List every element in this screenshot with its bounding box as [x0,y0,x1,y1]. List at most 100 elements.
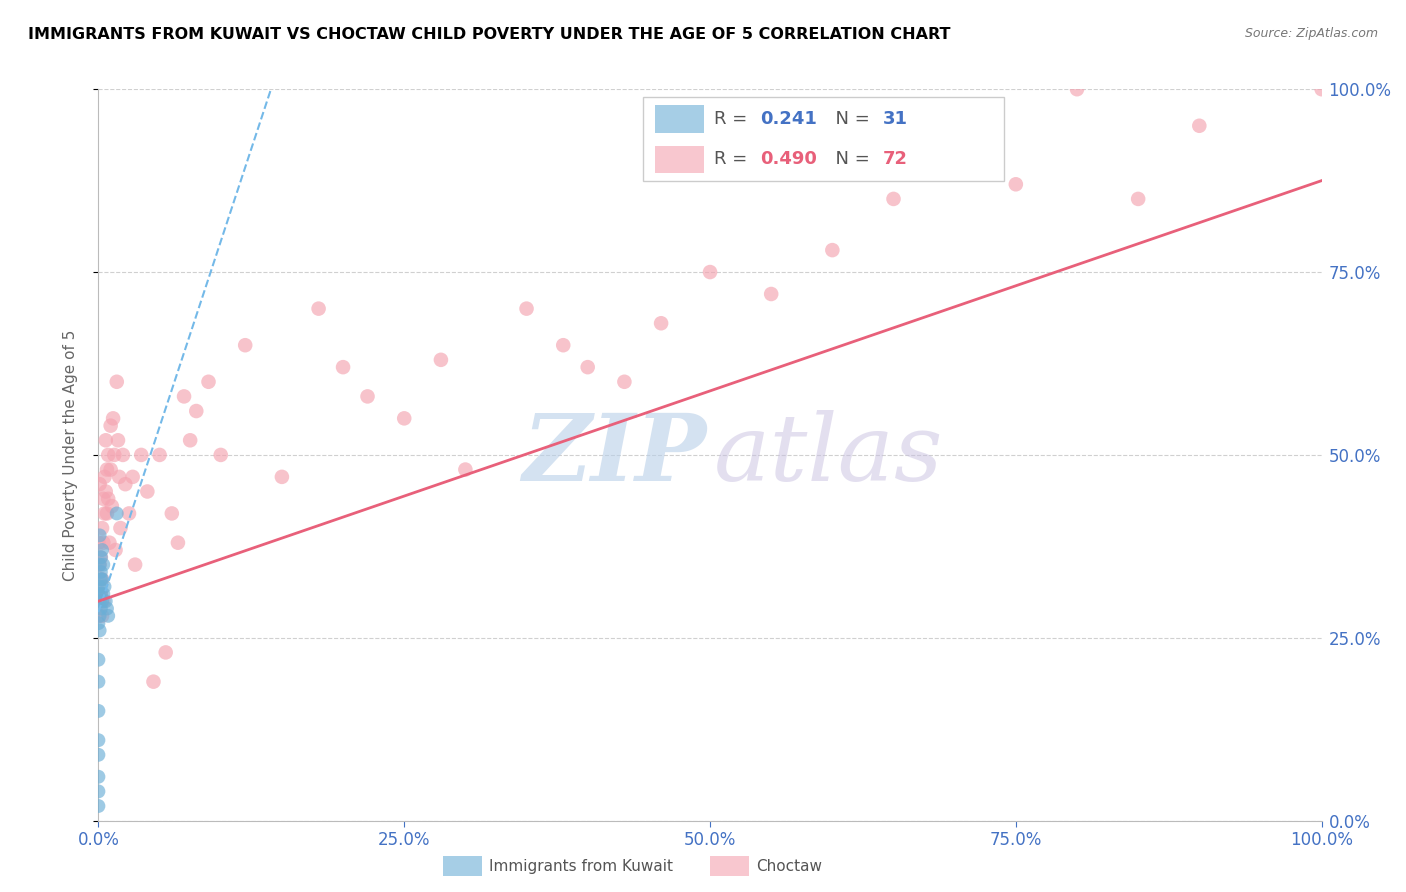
Point [91,535,114,549]
Point [94,434,117,448]
Point [209,448,232,462]
Point [87,770,110,784]
Point [90,565,112,579]
Point [356,389,378,403]
Point [233,338,256,352]
Point [332,360,354,375]
Point [105,375,128,389]
Point [101,499,124,513]
Text: 31: 31 [883,111,907,128]
Text: 72: 72 [883,151,907,169]
Point [142,674,165,689]
Point [89,594,111,608]
Point [118,507,141,521]
FancyBboxPatch shape [643,96,1004,180]
Point [87,799,110,814]
Point [94,594,117,608]
Point [93,470,115,484]
Point [1188,119,1211,133]
Point [90,587,112,601]
Point [613,375,636,389]
Point [91,594,114,608]
Point [91,521,114,535]
Point [110,521,132,535]
Point [89,477,111,491]
Point [89,558,111,572]
Point [89,580,111,594]
Point [100,418,122,433]
Text: Immigrants from Kuwait: Immigrants from Kuwait [489,859,673,873]
Point [553,338,575,352]
Point [97,491,120,506]
Point [1310,82,1333,96]
Point [96,601,118,615]
Point [89,594,111,608]
Point [87,747,110,762]
Point [93,507,115,521]
Point [91,572,114,586]
Text: R =: R = [714,111,752,128]
Point [197,375,219,389]
Point [91,608,114,623]
Point [124,558,146,572]
Point [149,448,172,462]
Point [105,507,128,521]
Point [87,733,110,747]
Point [97,608,120,623]
Point [107,434,129,448]
Point [430,352,453,367]
Point [108,470,131,484]
Text: atlas: atlas [714,410,943,500]
Point [173,389,195,403]
Point [98,535,121,549]
Point [111,448,134,462]
Text: 0.490: 0.490 [761,151,817,169]
Text: 0.241: 0.241 [761,111,817,128]
Text: N =: N = [824,151,876,169]
FancyBboxPatch shape [655,105,704,133]
Point [90,587,112,601]
Point [87,674,110,689]
Point [650,316,672,330]
Point [91,587,114,601]
Text: Source: ZipAtlas.com: Source: ZipAtlas.com [1244,27,1378,40]
Point [100,462,122,476]
Point [129,448,152,462]
Point [167,535,190,549]
Point [89,608,111,623]
Point [89,528,111,542]
Point [883,192,905,206]
Point [943,162,966,177]
Point [186,404,208,418]
Point [90,550,112,565]
Point [270,470,294,484]
Point [103,448,125,462]
Point [114,477,136,491]
Point [454,462,477,476]
Point [179,434,201,448]
Point [91,594,114,608]
Point [515,301,537,316]
FancyBboxPatch shape [655,145,704,173]
Point [97,448,120,462]
Point [699,265,721,279]
Point [136,484,159,499]
Text: ZIP: ZIP [522,410,706,500]
Point [821,243,844,257]
Point [104,543,127,558]
Point [89,624,111,638]
Point [160,507,183,521]
Point [96,462,118,476]
Point [89,558,111,572]
Point [101,411,124,425]
Point [87,653,110,667]
Point [91,543,114,558]
Point [94,484,117,499]
Point [576,360,599,375]
Point [91,558,114,572]
Point [90,601,112,615]
Point [1004,178,1026,192]
Point [87,587,110,601]
Point [761,287,783,301]
Point [1128,192,1150,206]
